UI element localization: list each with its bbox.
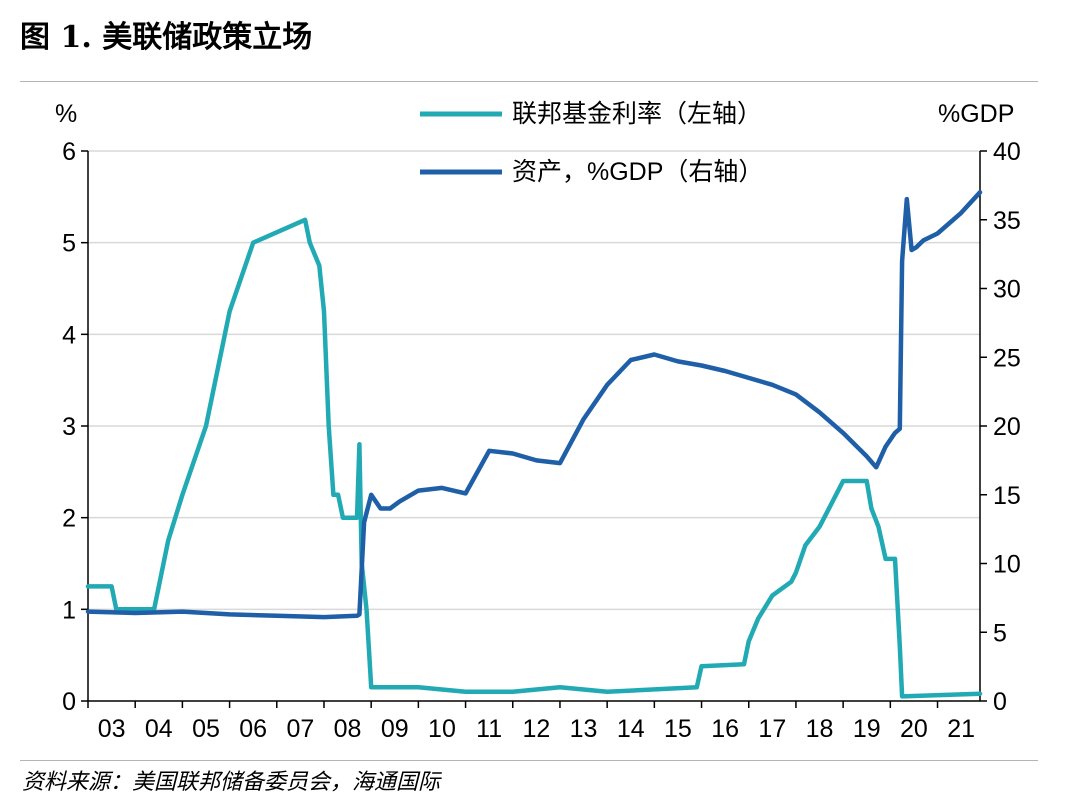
x-tick-label: 21 — [947, 715, 975, 743]
source-note: 资料来源：美国联邦储备委员会，海通国际 — [22, 770, 441, 795]
x-tick-label: 06 — [239, 715, 267, 743]
series-line-fed-assets-gdp — [85, 190, 983, 620]
y-left-tick-label: 4 — [62, 321, 76, 349]
figure-title: 图 1. 美联储政策立场 — [20, 20, 313, 55]
y-left-tick-label: 1 — [62, 596, 76, 624]
series-line-fed-funds-rate — [85, 217, 983, 699]
y-left-tick-label: 0 — [62, 688, 76, 716]
x-tick-label: 03 — [98, 715, 126, 743]
y-left-tick-label: 6 — [62, 138, 76, 166]
x-tick-label: 12 — [522, 715, 550, 743]
x-tick-label: 07 — [286, 715, 314, 743]
x-tick-label: 19 — [853, 715, 881, 743]
y-left-tick-label: 2 — [62, 505, 76, 533]
y-right-tick-label: 15 — [993, 482, 1021, 510]
y-left-tick-label: 3 — [62, 413, 76, 441]
series-layer — [85, 190, 983, 699]
x-tick-label: 04 — [145, 715, 173, 743]
x-tick-label: 11 — [476, 715, 502, 743]
y-right-tick-label: 25 — [993, 344, 1021, 372]
y-right-tick-label: 5 — [993, 619, 1007, 647]
y-left-tick-label: 5 — [62, 230, 76, 258]
x-tick-label: 18 — [806, 715, 834, 743]
y-right-tick-label: 20 — [993, 413, 1021, 441]
x-tick-label: 14 — [617, 715, 645, 743]
x-tick-label: 20 — [900, 715, 928, 743]
x-tick-label: 17 — [758, 715, 786, 743]
x-tick-label: 08 — [334, 715, 362, 743]
y-right-tick-label: 10 — [993, 551, 1021, 579]
legend: 联邦基金利率（左轴） 资产，%GDP（右轴） — [420, 100, 763, 186]
y-right-tick-label: 0 — [993, 688, 1007, 716]
y-right-tick-label: 35 — [993, 207, 1021, 235]
x-tick-label: 16 — [711, 715, 739, 743]
x-tick-label: 09 — [381, 715, 409, 743]
y-right-tick-label: 40 — [993, 138, 1021, 166]
bottom-rule — [20, 760, 1038, 761]
x-tick-label: 05 — [192, 715, 220, 743]
x-tick-label: 15 — [664, 715, 692, 743]
y-left-axis-label: % — [55, 100, 77, 128]
legend-label-assets: 资产，%GDP（右轴） — [512, 158, 763, 186]
legend-label-fed-funds: 联邦基金利率（左轴） — [512, 100, 762, 128]
y-right-tick-label: 30 — [993, 276, 1021, 304]
y-right-axis-label: %GDP — [938, 100, 1014, 128]
x-tick-label: 13 — [570, 715, 598, 743]
top-rule — [20, 81, 1038, 82]
x-tick-label: 10 — [428, 715, 456, 743]
gridlines — [88, 150, 980, 611]
